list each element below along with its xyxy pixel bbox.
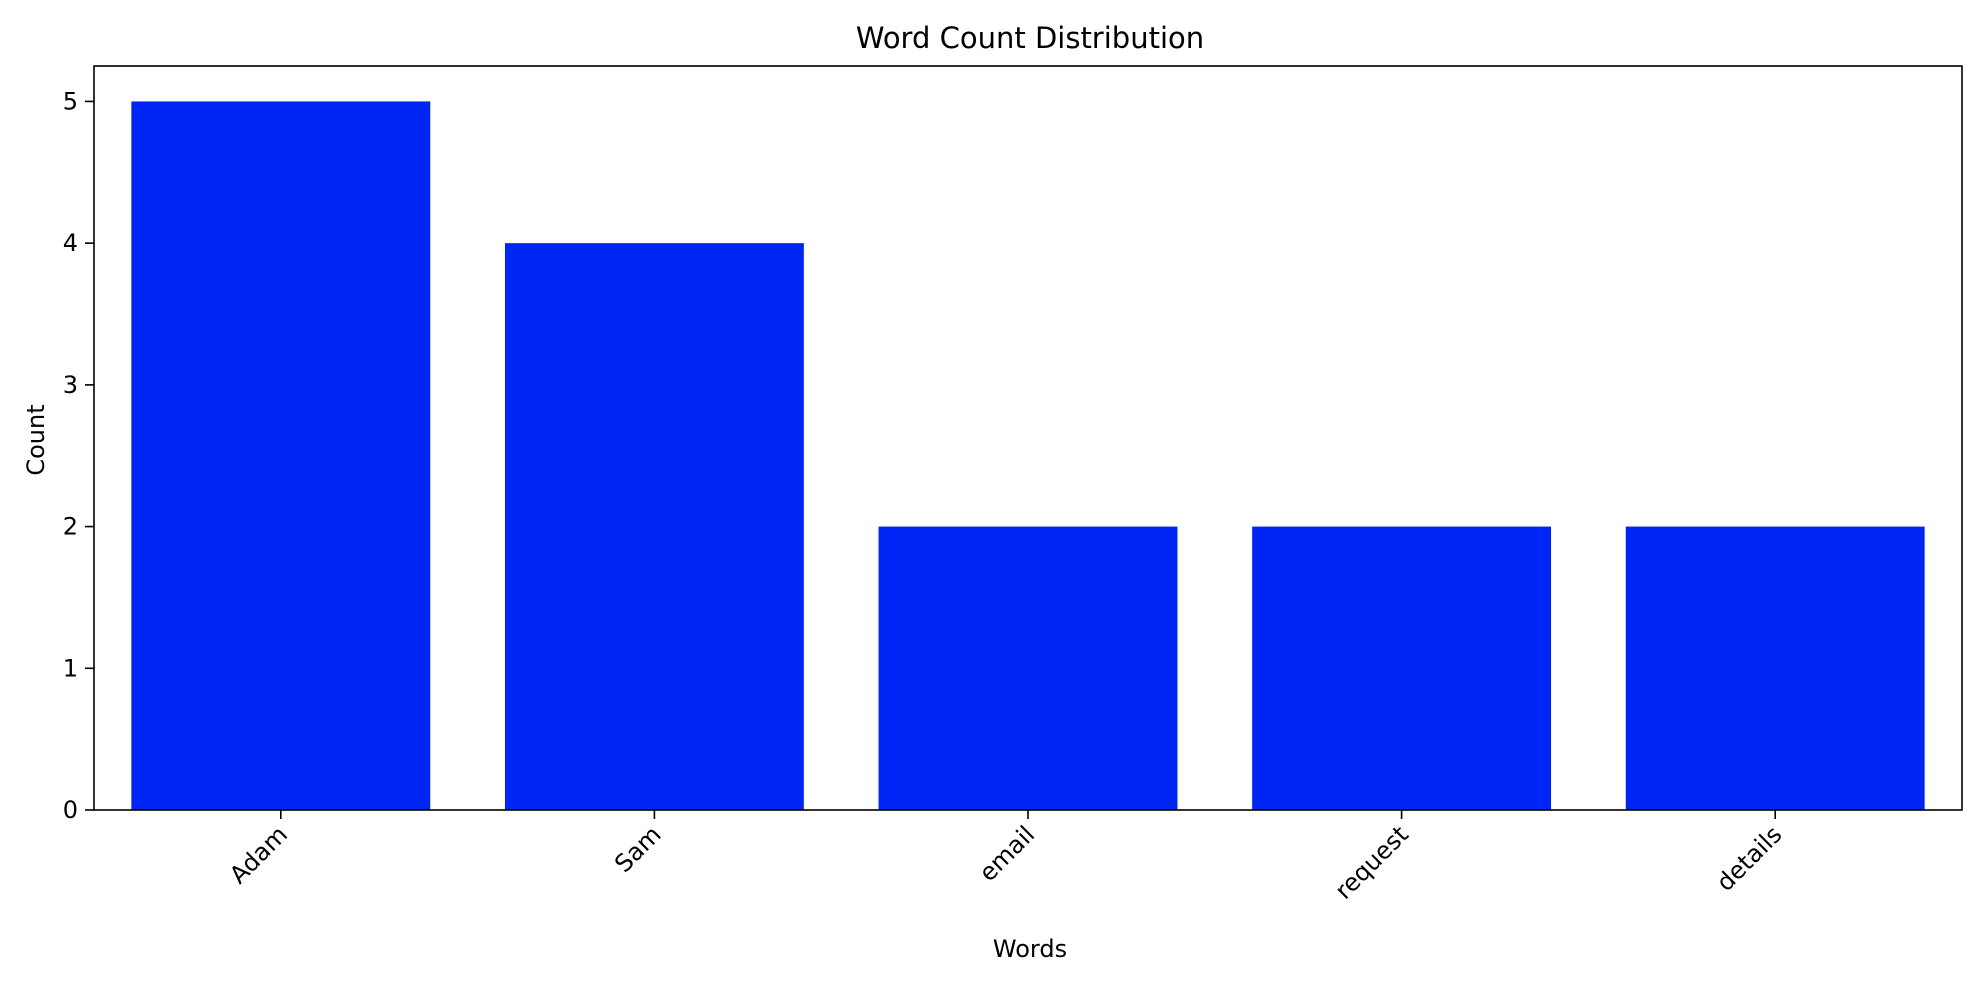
x-axis-label: Words <box>993 935 1067 963</box>
bar-request <box>1252 526 1552 810</box>
bar-details <box>1625 526 1925 810</box>
x-tick-label-Sam: Sam <box>609 820 667 878</box>
chart-title: Word Count Distribution <box>856 21 1204 55</box>
bar-Sam <box>504 243 804 811</box>
bar-email <box>878 526 1178 810</box>
x-tick-label-Adam: Adam <box>224 820 293 889</box>
x-tick-label-details: details <box>1711 820 1787 896</box>
y-tick-label-2: 2 <box>63 513 78 541</box>
y-tick-label-0: 0 <box>63 796 78 824</box>
y-axis: 0 1 2 3 4 5 <box>63 87 94 824</box>
y-tick-label-1: 1 <box>63 654 78 682</box>
x-axis: Adam Sam email request details <box>224 810 1787 905</box>
bar-Adam <box>131 101 431 810</box>
y-tick-label-4: 4 <box>63 229 78 257</box>
x-tick-label-email: email <box>974 820 1041 887</box>
y-tick-label-5: 5 <box>63 87 78 115</box>
y-axis-label: Count <box>22 404 50 475</box>
x-tick-label-request: request <box>1330 820 1414 904</box>
y-tick-label-3: 3 <box>63 371 78 399</box>
bars-group <box>131 101 1925 811</box>
